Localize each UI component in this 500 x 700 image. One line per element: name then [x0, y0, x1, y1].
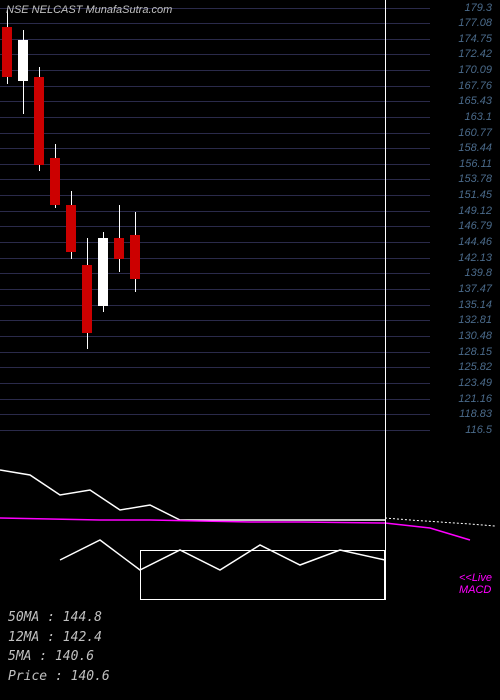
- macd-label: MACD: [459, 584, 492, 596]
- price-axis-label: 121.16: [458, 393, 492, 405]
- gridline: [0, 352, 430, 353]
- gridline: [0, 23, 430, 24]
- price-axis-label: 153.78: [458, 173, 492, 185]
- price-axis-label: 144.46: [458, 236, 492, 248]
- gridline: [0, 179, 430, 180]
- gridline: [0, 414, 430, 415]
- candle-down: [50, 158, 60, 205]
- price-axis-label: 149.12: [458, 205, 492, 217]
- price-axis-label: 132.81: [458, 314, 492, 326]
- price-axis-label: 146.79: [458, 220, 492, 232]
- price-axis-label: 177.08: [458, 17, 492, 29]
- gridline: [0, 39, 430, 40]
- gridline: [0, 148, 430, 149]
- price-axis-label: 170.09: [458, 64, 492, 76]
- price-axis-label: 125.82: [458, 361, 492, 373]
- ma5-value: 140.6: [55, 649, 94, 664]
- price-axis-label: 137.47: [458, 283, 492, 295]
- live-label: <<Live: [459, 572, 492, 584]
- price-axis-label: 163.1: [464, 111, 492, 123]
- ma50-row: 50MA : 144.8: [8, 608, 492, 628]
- gridline: [0, 226, 430, 227]
- gridline: [0, 195, 430, 196]
- signal-line: [0, 518, 470, 540]
- price-panel: NSE NELCAST MunafaSutra.com 179.3 177.08 1…: [0, 0, 500, 440]
- price-axis-label: 165.43: [458, 95, 492, 107]
- ma12-value: 142.4: [63, 630, 102, 645]
- price-axis-label: 167.76: [458, 80, 492, 92]
- gridline: [0, 54, 430, 55]
- live-macd-label: <<Live MACD: [459, 572, 492, 596]
- candle-down: [82, 265, 92, 332]
- price-label: Price :: [8, 669, 63, 684]
- price-axis-label: 139.8: [464, 267, 492, 279]
- gridline: [0, 430, 430, 431]
- price-axis-label: 118.83: [459, 408, 492, 420]
- price-axis-label: 142.13: [458, 252, 492, 264]
- gridline: [0, 305, 430, 306]
- gridline: [0, 289, 430, 290]
- chart-title: NSE NELCAST MunafaSutra.com: [6, 4, 172, 16]
- gridline: [0, 164, 430, 165]
- gridline: [0, 320, 430, 321]
- gridline: [0, 242, 430, 243]
- price-value: 140.6: [71, 669, 110, 684]
- chart-container: NSE NELCAST MunafaSutra.com 179.3 177.08 1…: [0, 0, 500, 700]
- gridline: [0, 399, 430, 400]
- price-axis-label: 156.11: [459, 158, 492, 170]
- price-axis-label: 135.14: [458, 299, 492, 311]
- price-row: Price : 140.6: [8, 667, 492, 687]
- gridline: [0, 273, 430, 274]
- gridline: [0, 101, 430, 102]
- info-panel: 50MA : 144.8 12MA : 142.4 5MA : 140.6 Pr…: [0, 600, 500, 700]
- ma50-value: 144.8: [63, 610, 102, 625]
- price-axis-label: 128.15: [458, 346, 492, 358]
- price-axis-label: 174.75: [458, 33, 492, 45]
- price-axis-label: 130.48: [458, 330, 492, 342]
- gridline: [0, 258, 430, 259]
- gridline: [0, 383, 430, 384]
- ma50-label: 50MA :: [8, 610, 55, 625]
- price-axis-label: 160.77: [458, 127, 492, 139]
- price-axis-label: 179.3: [464, 2, 492, 14]
- candle-up: [98, 238, 108, 305]
- vertical-separator-macd: [385, 440, 386, 600]
- gridline: [0, 70, 430, 71]
- ma12-row: 12MA : 142.4: [8, 628, 492, 648]
- price-axis-label: 123.49: [458, 377, 492, 389]
- gridline: [0, 86, 430, 87]
- ma12-label: 12MA :: [8, 630, 55, 645]
- ma5-label: 5MA :: [8, 649, 47, 664]
- gridline: [0, 117, 430, 118]
- gridline: [0, 367, 430, 368]
- candle-down: [130, 235, 140, 279]
- ma5-row: 5MA : 140.6: [8, 647, 492, 667]
- gridline: [0, 211, 430, 212]
- candle-down: [66, 205, 76, 252]
- price-axis-label: 116.5: [465, 424, 492, 436]
- macd-box: [140, 550, 385, 600]
- gridline: [0, 133, 430, 134]
- candle-down: [114, 238, 124, 258]
- price-axis-label: 172.42: [458, 48, 492, 60]
- candle-up: [18, 40, 28, 80]
- candle-down: [2, 27, 12, 77]
- macd-line: [0, 470, 385, 520]
- candle-down: [34, 77, 44, 164]
- vertical-separator: [385, 0, 386, 440]
- macd-panel: <<Live MACD: [0, 440, 500, 600]
- price-axis-label: 151.45: [458, 189, 492, 201]
- gridline: [0, 336, 430, 337]
- price-axis-label: 158.44: [458, 142, 492, 154]
